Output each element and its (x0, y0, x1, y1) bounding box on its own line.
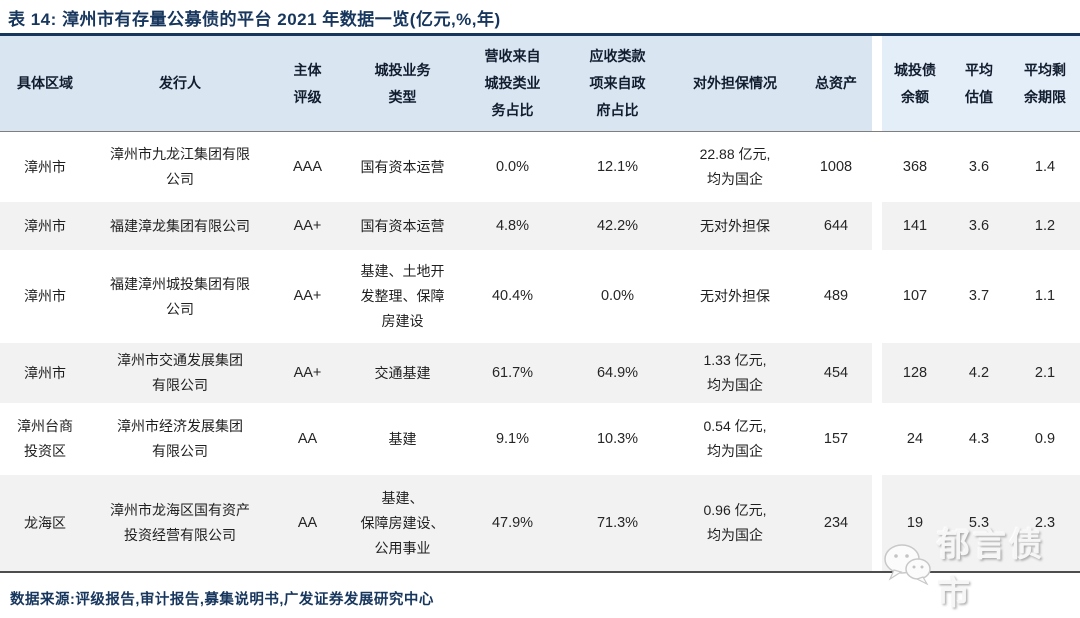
header-business-type: 城投业务 类型 (345, 36, 460, 131)
column-gap (872, 132, 882, 202)
cell-issuer: 漳州市龙海区国有资产 投资经营有限公司 (90, 475, 270, 571)
cell-rating: AAA (292, 158, 322, 175)
cell-bond-balance: 368 (902, 158, 928, 175)
table-row: 漳州市 福建漳龙集团有限公司 AA+ 国有资本运营 4.8% 42.2% 无对外… (0, 202, 1080, 250)
cell-rating: AA+ (270, 202, 345, 250)
cell-region: 漳州市 (0, 343, 90, 403)
cell-avg-valuation: 3.6 (968, 158, 990, 175)
cell-issuer: 漳州市经济发展集团 有限公司 (117, 418, 243, 459)
cell-total-assets: 157 (823, 430, 849, 447)
cell-total-assets: 234 (800, 475, 872, 571)
cell-business-type: 国有资本运营 (345, 202, 460, 250)
cell-avg-maturity: 1.2 (1010, 202, 1080, 250)
cell-revenue-pct: 47.9% (460, 475, 565, 571)
cell-revenue-pct: 0.0% (495, 158, 530, 175)
cell-rating: AA+ (293, 288, 322, 304)
cell-avg-valuation: 5.3 (948, 475, 1010, 571)
cell-issuer: 漳州市九龙江集团有限 公司 (110, 146, 250, 187)
cell-rating: AA+ (270, 343, 345, 403)
table-row: 漳州市 漳州市九龙江集团有限 公司 AAA 国有资本运营 0.0% 12.1% … (0, 132, 1080, 202)
cell-issuer: 福建漳龙集团有限公司 (90, 202, 270, 250)
cell-rating: AA (297, 430, 318, 447)
cell-receivable-pct: 64.9% (565, 343, 670, 403)
header-rating: 主体 评级 (270, 36, 345, 131)
cell-receivable-pct: 71.3% (565, 475, 670, 571)
header-issuer: 发行人 (90, 36, 270, 131)
column-gap (872, 343, 882, 403)
cell-guarantee: 无对外担保 (700, 288, 770, 304)
cell-bond-balance: 107 (902, 288, 928, 304)
cell-region: 漳州市 (24, 288, 66, 304)
cell-guarantee: 1.33 亿元, 均为国企 (670, 343, 800, 403)
watermark: 郁言债市 (882, 526, 1077, 611)
cell-guarantee: 22.88 亿元, 均为国企 (699, 146, 771, 187)
table-title: 表 14: 漳州市有存量公募债的平台 2021 年数据一览(亿元,%,年) (8, 10, 501, 29)
cell-avg-valuation: 3.6 (948, 202, 1010, 250)
cell-revenue-pct: 61.7% (460, 343, 565, 403)
cell-avg-valuation: 4.2 (948, 343, 1010, 403)
cell-receivable-pct: 0.0% (600, 288, 635, 304)
column-gap (872, 403, 882, 475)
cell-avg-valuation: 3.7 (968, 288, 990, 304)
table-header-row: 具体区域 发行人 主体 评级 城投业务 类型 营收来自 城投类业 务占比 应收类… (0, 36, 1080, 132)
cell-avg-maturity: 1.4 (1034, 158, 1056, 175)
cell-total-assets: 489 (823, 288, 849, 304)
cell-guarantee: 无对外担保 (670, 202, 800, 250)
header-bond-balance: 城投债 余额 (882, 36, 948, 131)
wechat-icon (882, 541, 932, 592)
cell-region: 漳州市 (24, 158, 66, 175)
cell-guarantee: 0.96 亿元, 均为国企 (670, 475, 800, 571)
header-revenue-pct: 营收来自 城投类业 务占比 (460, 36, 565, 131)
cell-receivable-pct: 10.3% (596, 430, 639, 447)
cell-avg-maturity: 1.1 (1034, 288, 1056, 304)
cell-bond-balance: 128 (882, 343, 948, 403)
column-gap (872, 202, 882, 250)
cell-business-type: 基建 (388, 430, 417, 447)
header-total-assets: 总资产 (800, 36, 872, 131)
cell-region: 漳州市 (0, 202, 90, 250)
cell-revenue-pct: 40.4% (491, 288, 534, 304)
cell-total-assets: 454 (800, 343, 872, 403)
cell-issuer: 福建漳州城投集团有限 公司 (110, 275, 250, 317)
cell-business-type: 国有资本运营 (360, 158, 445, 175)
cell-avg-valuation: 4.3 (968, 430, 990, 447)
column-gap (872, 250, 882, 343)
header-avg-valuation: 平均 估值 (948, 36, 1010, 131)
table-row: 漳州市 漳州市交通发展集团 有限公司 AA+ 交通基建 61.7% 64.9% … (0, 343, 1080, 403)
cell-guarantee: 0.54 亿元, 均为国企 (703, 418, 767, 459)
cell-avg-maturity: 0.9 (1034, 430, 1056, 447)
cell-region: 漳州台商 投资区 (17, 418, 73, 459)
cell-receivable-pct: 12.1% (596, 158, 639, 175)
cell-bond-balance: 24 (906, 430, 924, 447)
cell-revenue-pct: 4.8% (460, 202, 565, 250)
header-guarantee: 对外担保情况 (670, 36, 800, 131)
cell-avg-maturity: 2.3 (1010, 475, 1080, 571)
header-avg-maturity: 平均剩 余期限 (1010, 36, 1080, 131)
cell-region: 龙海区 (0, 475, 90, 571)
cell-bond-balance: 141 (882, 202, 948, 250)
cell-receivable-pct: 42.2% (565, 202, 670, 250)
header-receivable-pct: 应收类款 项来自政 府占比 (565, 36, 670, 131)
cell-issuer: 漳州市交通发展集团 有限公司 (90, 343, 270, 403)
cell-total-assets: 1008 (819, 158, 853, 175)
data-table: 具体区域 发行人 主体 评级 城投业务 类型 营收来自 城投类业 务占比 应收类… (0, 33, 1080, 573)
table-row: 漳州台商 投资区 漳州市经济发展集团 有限公司 AA 基建 9.1% 10.3%… (0, 403, 1080, 475)
data-source-note: 数据来源:评级报告,审计报告,募集说明书,广发证券发展研究中心 (10, 592, 434, 608)
cell-business-type: 交通基建 (345, 343, 460, 403)
cell-total-assets: 644 (800, 202, 872, 250)
cell-rating: AA (270, 475, 345, 571)
cell-business-type: 基建、 保障房建设、 公用事业 (345, 475, 460, 571)
header-region: 具体区域 (0, 36, 90, 131)
column-gap (872, 475, 882, 571)
cell-revenue-pct: 9.1% (495, 430, 530, 447)
table-row: 漳州市 福建漳州城投集团有限 公司 AA+ 基建、土地开 发整理、保障 房建设 … (0, 250, 1080, 343)
cell-business-type: 基建、土地开 发整理、保障 房建设 (360, 263, 445, 329)
watermark-label: 郁言债市 (937, 526, 1045, 611)
cell-avg-maturity: 2.1 (1010, 343, 1080, 403)
column-gap (872, 36, 882, 131)
